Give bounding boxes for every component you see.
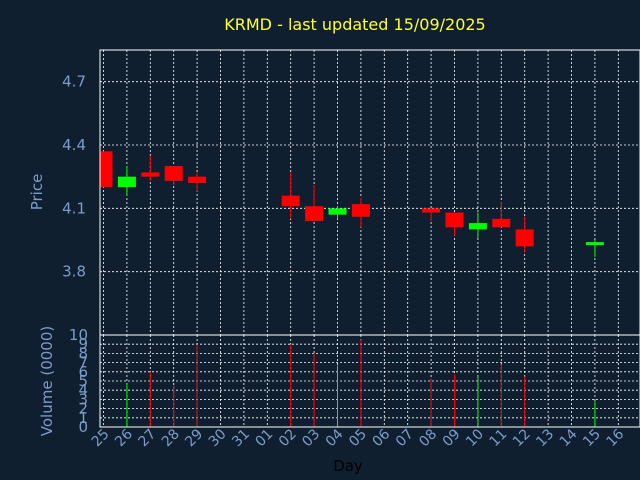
volume-y-tick-label: 6 [78,363,88,381]
candle-body [515,229,534,247]
volume-y-tick-label: 4 [78,381,88,399]
price-y-tick-label: 4.7 [62,73,86,91]
volume-y-tick-label: 3 [78,390,88,408]
volume-axis-label: Volume (0000) [38,326,56,436]
candle-body [305,206,324,221]
price-y-ticks: 3.8 4.1 4.4 4.7 [62,73,86,281]
volume-y-tick-label: 7 [78,354,88,372]
price-y-tick-label: 3.8 [62,263,86,281]
candle-body [422,208,441,213]
price-y-tick-label: 4.4 [62,136,86,154]
x-ticks: 25 26 27 28 29 30 31 01 02 03 04 05 06 07 08 09 10 11 12 13… [89,426,628,450]
candle-body [164,166,183,181]
volume-y-tick-label: 5 [78,372,88,390]
volume-y-tick-label: 1 [78,409,88,427]
price-y-tick-label: 4.1 [62,199,86,217]
volume-y-tick-label: 2 [78,400,88,418]
price-panel: 3.8 4.1 4.4 4.7 Price [28,49,640,336]
chart-title: KRMD - last updated 15/09/2025 [224,15,485,34]
candle-body [351,204,370,217]
candle-body [468,223,487,230]
candle-body [141,172,160,177]
volume-plot-frame [99,334,640,428]
candle-body [585,242,604,246]
candle-body [117,176,136,188]
volume-y-tick-label: 8 [78,344,88,362]
volume-y-tick-label: 10 [69,326,88,344]
price-axis-label: Price [28,174,46,211]
candle-body [445,212,464,228]
candle-body [492,218,511,228]
candle-body [188,176,207,183]
volume-bars [126,339,596,427]
candle-body [281,195,300,207]
volume-y-tick-label: 9 [78,335,88,353]
candle-body [100,151,113,188]
x-axis-label: Day [333,457,363,475]
price-grid [100,50,640,335]
price-candles [100,151,604,257]
volume-y-tick-label: 0 [78,418,88,436]
candle-body [328,208,347,215]
